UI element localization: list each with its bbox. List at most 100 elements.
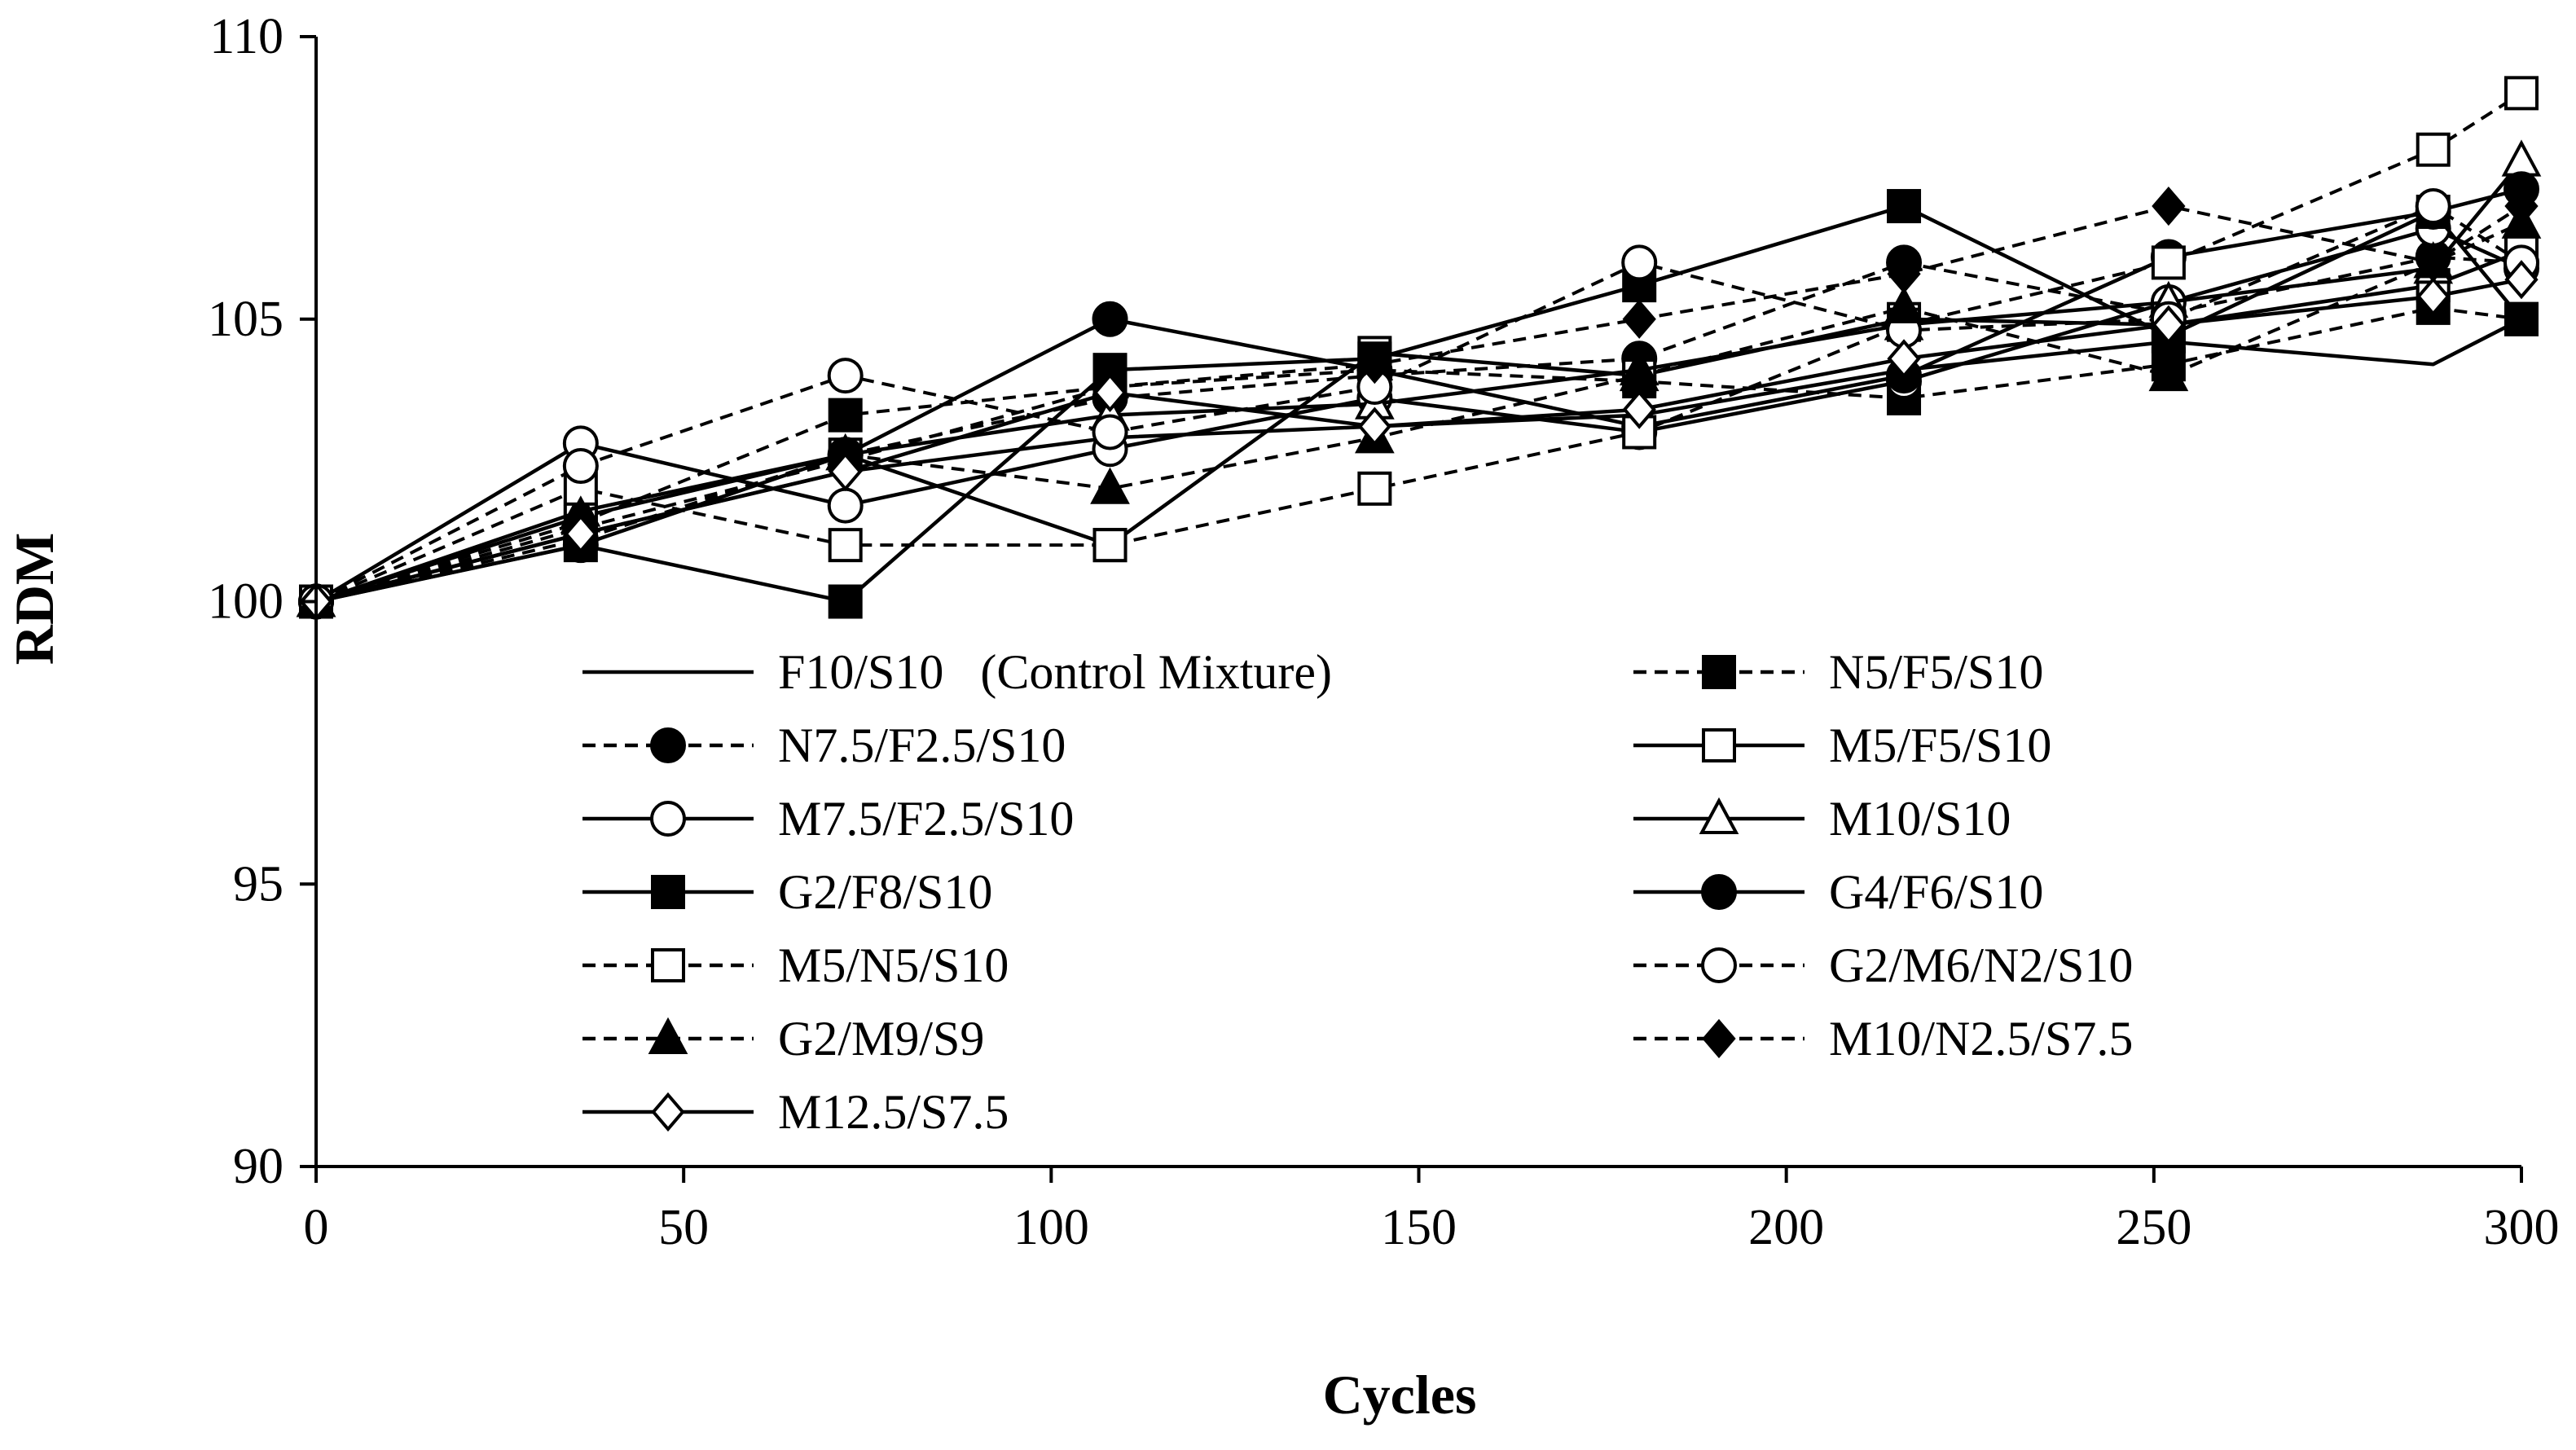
legend-marker-m10-s10 <box>1699 797 1739 834</box>
x-tick-label-200: 200 <box>1748 1200 1824 1255</box>
legend-label-m7-5-f2-5-s10: M7.5/F2.5/S10 <box>778 792 1074 846</box>
legend-marker-n5-f5-s10 <box>1702 655 1736 689</box>
data-point-m12-5-s7-5-180 <box>1622 389 1656 429</box>
y-tick-label-95: 95 <box>233 856 284 912</box>
legend-marker-n7-5-f2-5-s10 <box>650 727 686 763</box>
legend-label-g4-f6-s10: G4/F6/S10 <box>1829 865 2043 919</box>
data-point-m10-n2-5-s7-5-216 <box>1887 254 1921 294</box>
legend-marker-m5-f5-s10 <box>1702 728 1736 762</box>
legend-entry-n5-f5-s10: N5/F5/S10 <box>1633 645 2043 699</box>
legend-marker-m7-5-f2-5-s10 <box>650 801 686 837</box>
series-line-g2-f8-s10 <box>315 204 2523 604</box>
data-point-m10-n2-5-s7-5-252 <box>2152 186 2186 226</box>
series-line-m7-5-f2-5-s10 <box>314 226 2522 604</box>
legend-entry-g2-f8-s10: G2/F8/S10 <box>582 865 992 919</box>
data-point-m5-n5-s10-144 <box>1357 471 1392 506</box>
series-line-g2-m9-s9 <box>315 222 2522 604</box>
legend-marker-m12-5-s7-5 <box>651 1092 685 1132</box>
data-point-n5-f5-s10-72 <box>828 398 863 433</box>
legend-label-n5-f5-s10: N5/F5/S10 <box>1829 645 2043 699</box>
data-point-g4-f6-s10-108 <box>1092 301 1128 337</box>
series-line-g4-f6-s10 <box>315 187 2522 604</box>
data-point-m5-n5-s10-300 <box>2504 76 2539 111</box>
data-point-m12-5-s7-5-288 <box>2416 276 2451 317</box>
series-line-m10-s10 <box>315 160 2523 604</box>
y-tick-label-100: 100 <box>208 574 284 630</box>
legend-marker-g4-f6-s10 <box>1701 874 1737 910</box>
legend-label-g2-m6-n2-s10: G2/M6/N2/S10 <box>1829 938 2133 992</box>
data-point-g2-m6-n2-s10-108 <box>1092 414 1128 450</box>
legend-marker-m5-n5-s10 <box>651 948 685 982</box>
legend-label-m10-s10: M10/S10 <box>1829 792 2011 846</box>
series-layer <box>296 76 2542 622</box>
legend-entry-m10-n2-5-s7-5: M10/N2.5/S7.5 <box>1633 1012 2133 1066</box>
legend-entry-n7-5-f2-5-s10: N7.5/F2.5/S10 <box>582 718 1066 772</box>
legend-entry-g2-m6-n2-s10: G2/M6/N2/S10 <box>1633 938 2133 992</box>
y-axis-title: RDM <box>3 533 65 665</box>
data-point-m10-n2-5-s7-5-300 <box>2504 186 2539 226</box>
x-tick-label-50: 50 <box>658 1200 709 1255</box>
legend-marker-g2-m6-n2-s10 <box>1701 947 1737 983</box>
data-point-m5-n5-s10-72 <box>828 528 863 563</box>
legend-entry-m7-5-f2-5-s10: M7.5/F2.5/S10 <box>582 792 1074 846</box>
legend-entry-m5-n5-s10: M5/N5/S10 <box>582 938 1009 992</box>
legend-label-g2-m9-s9: G2/M9/S9 <box>778 1012 984 1066</box>
data-point-g2-m9-s9-180 <box>1619 354 1659 392</box>
data-point-m12-5-s7-5-216 <box>1887 339 1921 379</box>
axes-layer: 90 95 100 105 110 0 50 100 150 200 250 300 <box>208 9 2560 1255</box>
data-point-g2-m6-n2-s10-180 <box>1621 244 1658 281</box>
data-point-m12-5-s7-5-108 <box>1092 372 1128 412</box>
x-tick-label-0: 0 <box>304 1200 329 1255</box>
data-point-m12-5-s7-5-36 <box>564 514 598 554</box>
data-point-m10-n2-5-s7-5-180 <box>1622 299 1656 339</box>
legend-entry-m10-s10: M10/S10 <box>1633 792 2011 846</box>
data-point-m5-n5-s10-108 <box>1092 528 1128 563</box>
data-point-g2-f8-s10-300 <box>2504 301 2539 336</box>
legend-label-g2-f8-s10: G2/F8/S10 <box>778 865 992 919</box>
data-point-m5-n5-s10-288 <box>2416 132 2451 167</box>
legend-label-m10-n2-5-s7-5: M10/N2.5/S7.5 <box>1829 1012 2133 1066</box>
x-tick-label-100: 100 <box>1013 1200 1089 1255</box>
data-point-g2-m6-n2-s10-36 <box>562 448 599 485</box>
y-tick-label-110: 110 <box>209 9 284 64</box>
data-point-g2-m9-s9-252 <box>2148 354 2189 392</box>
x-tick-label-150: 150 <box>1381 1200 1457 1255</box>
data-point-m12-5-s7-5-300 <box>2504 260 2539 300</box>
legend-marker-m10-n2-5-s7-5 <box>1702 1018 1736 1059</box>
y-tick-label-105: 105 <box>208 292 284 347</box>
legend-marker-g2-m9-s9 <box>648 1017 688 1054</box>
data-point-g2-f8-s10-216 <box>1887 189 1922 224</box>
series-line-m5-n5-s10 <box>315 91 2523 604</box>
legend-entry-f10-s10-control-mixture: F10/S10 (Control Mixture) <box>582 645 1332 699</box>
legend-entry-m5-f5-s10: M5/F5/S10 <box>1633 718 2051 772</box>
series-g4-f6-s10 <box>298 171 2539 620</box>
data-point-m7-5-f2-5-s10-72 <box>827 487 864 524</box>
data-point-m12-5-s7-5-144 <box>1357 406 1391 446</box>
y-tick-label-90: 90 <box>233 1139 284 1194</box>
legend: F10/S10 (Control Mixture) N5/F5/S10 N7.5/F… <box>582 645 2133 1139</box>
series-m12-5-s7-5 <box>299 260 2539 622</box>
series-line-m12-5-s7-5 <box>315 277 2522 604</box>
legend-label-m12-5-s7-5: M12.5/S7.5 <box>778 1085 1009 1139</box>
legend-entry-m12-5-s7-5: M12.5/S7.5 <box>582 1085 1009 1139</box>
data-point-g2-m9-s9-108 <box>1090 467 1130 504</box>
series-line-g2-m6-n2-s10 <box>315 204 2523 604</box>
data-point-g2-m9-s9-216 <box>1884 286 1924 323</box>
data-point-m12-5-s7-5-72 <box>829 451 863 492</box>
legend-label-n7-5-f2-5-s10: N7.5/F2.5/S10 <box>778 718 1066 772</box>
series-g2-m9-s9 <box>296 201 2542 617</box>
legend-label-m5-f5-s10: M5/F5/S10 <box>1829 718 2051 772</box>
series-line-n5-f5-s10 <box>315 305 2522 604</box>
series-line-m10-n2-5-s7-5 <box>315 204 2523 604</box>
x-tick-label-250: 250 <box>2116 1200 2191 1255</box>
legend-entry-g4-f6-s10: G4/F6/S10 <box>1633 865 2043 919</box>
legend-label-f10-s10-control-mixture: F10/S10 (Control Mixture) <box>778 645 1332 699</box>
data-point-m10-s10-300 <box>2501 139 2542 177</box>
legend-entry-g2-m9-s9: G2/M9/S9 <box>582 1012 984 1066</box>
data-point-m10-n2-5-s7-5-144 <box>1357 345 1391 384</box>
data-point-m12-5-s7-5-252 <box>2152 305 2186 345</box>
data-point-g2-m6-n2-s10-72 <box>827 358 864 394</box>
legend-label-m5-n5-s10: M5/N5/S10 <box>778 938 1009 992</box>
x-axis-title: Cycles <box>1323 1364 1477 1426</box>
